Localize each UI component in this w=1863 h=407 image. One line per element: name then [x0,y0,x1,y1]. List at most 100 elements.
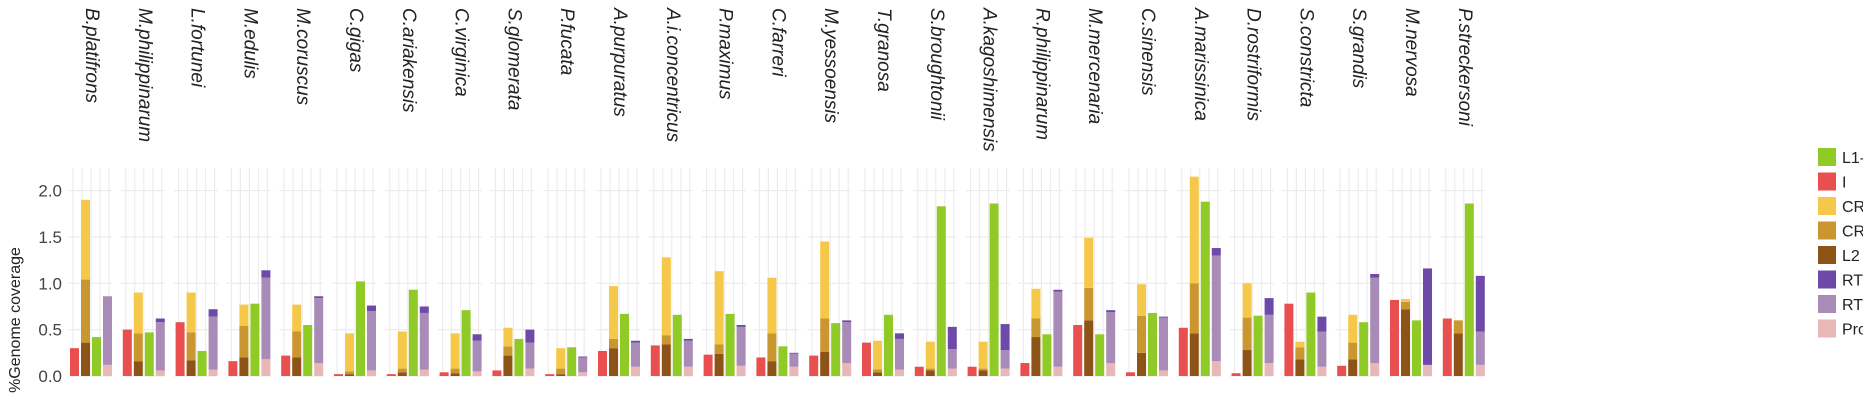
bar-segment [239,304,249,326]
bar-segment [1253,315,1263,376]
bar-segment [261,359,271,376]
bar-segment [884,314,893,376]
bar-segment [1370,274,1380,278]
bar-segment [1348,314,1358,343]
bar-segment [1000,324,1010,351]
bar-segment [1401,309,1410,376]
species-label: M.mercenaria [1084,8,1105,124]
species-label: M.yessoensis [820,8,841,124]
bar-segment [239,357,249,376]
species-label: T.granosa [873,8,894,92]
bar-segment [598,350,607,376]
bar-segment [70,348,79,376]
bar-segment [831,323,841,376]
bar-segment [1295,359,1305,376]
bar-segment [1159,317,1168,371]
bar-segment [345,371,354,375]
bar-segment [1337,365,1347,376]
species-label: P.streckersoni [1454,8,1475,127]
bar-segment [419,306,429,313]
bar-segment [767,333,777,362]
species-label: P.maximus [715,8,736,100]
legend-label: RT [1842,273,1863,290]
bar-segment [578,357,588,373]
bar-segment [914,366,924,376]
grid-layer [68,168,1485,377]
bar-segment [756,357,766,376]
bar-segment [1423,364,1432,376]
y-tick-label: 1.0 [38,274,62,293]
species-label: C.virginica [451,8,472,97]
bar-segment [545,374,555,376]
bar-segment [661,335,671,345]
bar-segment [1159,316,1168,318]
bar-segment [1106,310,1116,313]
bar-segment [1211,361,1221,376]
y-axis-label: %Genome coverage [7,247,24,393]
bar-segment [472,371,482,376]
bar-segment [895,338,904,370]
bar-segment [895,369,904,376]
bar-segment [1053,289,1063,292]
bar-segment [1031,337,1041,376]
bar-segment [133,292,143,334]
bar-segment [1242,317,1252,351]
bar-segment [367,370,376,376]
bar-segment [947,326,957,350]
bar-segment [439,372,449,376]
bar-segment [703,354,713,376]
bar-segment [683,338,693,341]
y-tick-label: 0.0 [38,367,62,386]
bar-segment [925,368,935,371]
bar-segment [1084,320,1094,376]
bar-segment [609,348,618,376]
bar-segment [1148,312,1157,376]
bar-segment [228,361,238,376]
bar-segment [1159,370,1168,376]
bar-segment [609,338,618,349]
bar-segment [1137,284,1146,316]
legend-label: L2 [1842,248,1860,265]
bar-segment [1053,366,1063,376]
bar-segment [1317,316,1327,332]
bar-segment [292,304,302,332]
bar-segment [631,366,640,376]
legend-label: RT [1842,297,1863,314]
bar-segment [356,281,365,376]
bar-segment [186,292,196,333]
bar-segment [820,351,830,376]
bar-segment [1401,299,1410,302]
species-label: C.gigas [345,8,366,73]
bar-segment [155,322,165,371]
bar-segment [292,357,302,376]
species-label: M.coruscus [292,8,313,106]
bar-segment [144,332,154,376]
species-label: P.fucata [556,8,577,75]
bar-segment [186,332,196,361]
species-label: A.purpuratus [609,7,630,117]
bar-segment [1189,176,1199,284]
bar-segment [1231,373,1241,376]
bar-segment [397,372,407,376]
y-tick-label: 0.5 [38,321,62,340]
bar-segment [1348,359,1358,376]
legend-swatch [1818,295,1836,313]
species-label: S.glomerata [503,8,524,110]
bar-segment [556,348,566,369]
bar-segment [714,353,724,376]
bar-segment [103,296,112,365]
bar-segment [1031,318,1041,338]
legend-label: CR [1842,199,1863,216]
bar-segment [81,199,90,280]
bar-segment [1464,203,1474,376]
bar-segment [925,370,935,376]
bar-segment [386,374,396,376]
bar-segment [1453,333,1463,376]
bar-segment [1295,341,1305,348]
bar-segment [789,353,799,367]
bar-segment [261,270,271,278]
bar-segment [556,368,566,375]
bar-segment [725,313,735,376]
bar-segment [408,289,418,376]
species-label: D.rostriformis [1243,8,1264,121]
